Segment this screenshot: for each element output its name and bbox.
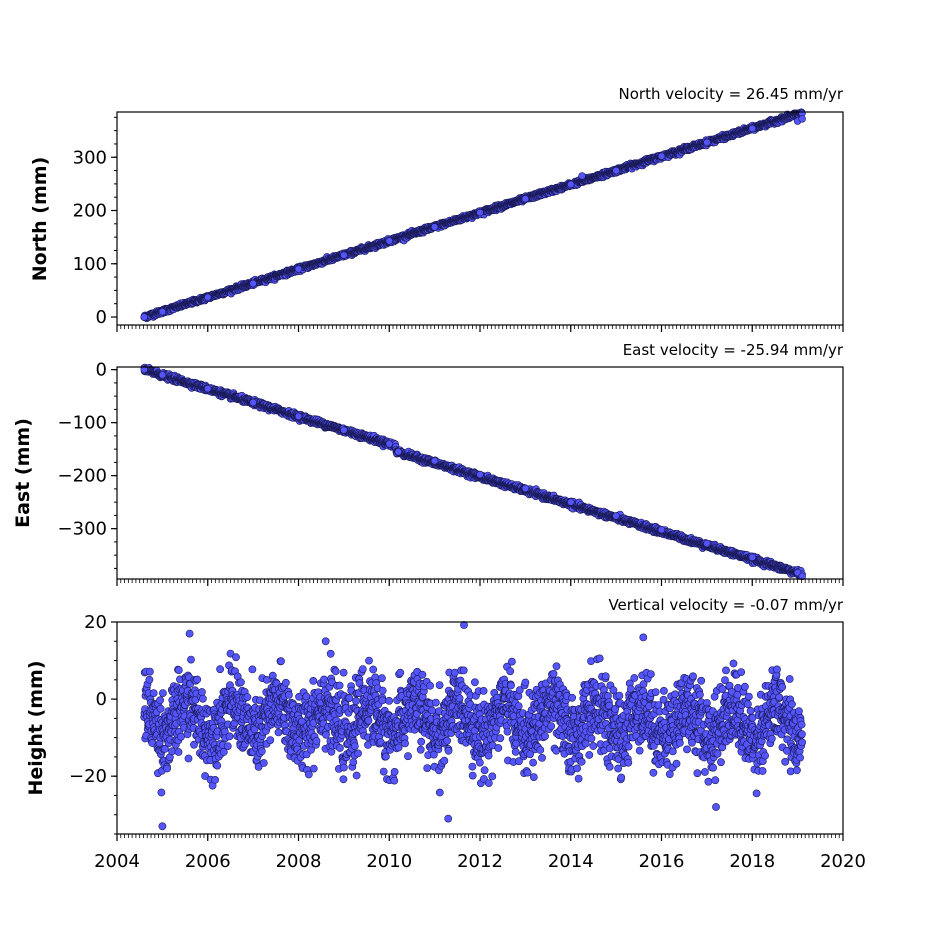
data-point	[430, 223, 439, 231]
data-point	[703, 138, 711, 147]
data-point	[612, 166, 620, 175]
north-points	[140, 108, 806, 323]
north-y-axis-label: North (mm)	[29, 157, 51, 282]
east-velocity-annotation: East velocity = -25.94 mm/yr	[623, 341, 844, 359]
data-point	[249, 279, 257, 288]
data-point	[385, 237, 393, 245]
data-point	[567, 180, 575, 189]
data-point	[748, 124, 756, 133]
north-velocity-annotation: North velocity = 26.45 mm/yr	[619, 85, 844, 103]
data-point	[578, 172, 586, 180]
y-tick-label: 100	[73, 254, 107, 275]
data-point	[204, 293, 212, 301]
data-point	[798, 115, 806, 123]
data-point	[340, 251, 348, 259]
data-point	[294, 265, 303, 273]
data-point	[521, 195, 530, 203]
data-point	[476, 208, 484, 217]
y-tick-label: 300	[73, 147, 107, 168]
data-point	[158, 308, 167, 316]
north-panel: North velocity = 26.45 mm/yr North (mm) …	[29, 85, 844, 332]
data-point	[140, 313, 148, 321]
data-point	[657, 152, 666, 160]
east-y-axis-label: East (mm)	[12, 418, 34, 528]
y-tick-label: 200	[73, 201, 107, 222]
y-tick-label: 0	[96, 307, 107, 328]
